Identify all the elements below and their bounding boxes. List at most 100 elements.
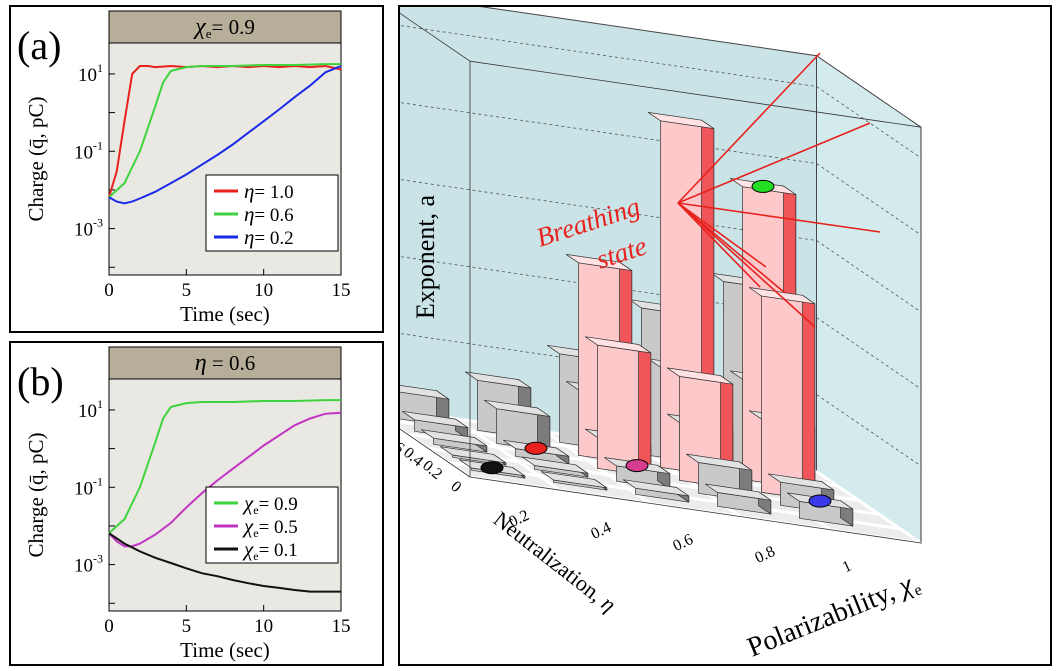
bar-top-28: [623, 479, 689, 497]
chart-title: η = 0.6: [195, 350, 256, 376]
marker-4: [480, 461, 504, 475]
bar-top-18: [667, 367, 733, 385]
bar-top-0: [400, 385, 449, 400]
x-tick-label: 10: [254, 280, 273, 301]
z-grid-line: [400, 179, 922, 313]
x-tick-label: 0: [104, 616, 114, 637]
y-tick-base: 10: [74, 478, 93, 499]
x-tick-label: 0.4: [588, 519, 613, 543]
y-tick-label: 0.6: [400, 431, 407, 457]
marker-2: [625, 459, 649, 473]
panel-label: (b): [17, 359, 64, 404]
y-tick-label: 101: [78, 61, 103, 86]
legend-symbol: η: [244, 202, 254, 226]
series-line-1: [108, 63, 341, 198]
y-tick-exponent: -1: [93, 474, 103, 488]
x-tick-label: 0.6: [670, 531, 695, 555]
y-tick-base: 10: [74, 220, 93, 241]
annotation-line: [677, 202, 786, 294]
annotation-line: [677, 202, 816, 328]
bar-top-24: [686, 453, 752, 471]
y-tick-label: 0.2: [419, 457, 445, 483]
panel-label: (a): [17, 23, 61, 68]
chart-c: (c)012345Exponent, a0.20.40.60.8100.20.4…: [400, 7, 925, 664]
x-axis-label: Time (sec): [180, 302, 270, 326]
y-tick-label: 101: [78, 397, 103, 422]
x-tick-label: 5: [182, 280, 192, 301]
legend-label-0: χe= 0.9: [242, 491, 298, 517]
bar-top-25: [768, 473, 834, 491]
panel-a: χe= 0.9 (a) 0 5 10 15 10-3 10-1 101 Time (sec) Cha…: [9, 5, 384, 333]
bar-top-5: [402, 410, 468, 428]
z-grid-line: [400, 102, 922, 236]
y-tick-label: 10-1: [74, 474, 103, 499]
legend-subscript: e: [253, 503, 258, 517]
y-tick-label: 10-1: [74, 138, 103, 163]
panel-c: (c)012345Exponent, a0.20.40.60.8100.20.4…: [398, 5, 1052, 666]
marker-1: [751, 179, 775, 193]
z-grid-line: [400, 333, 922, 467]
y-tick-exponent: -3: [93, 216, 103, 230]
x-axis-label: Polarizability, χe: [743, 566, 925, 664]
bar-top-22: [522, 456, 588, 474]
bar-top-6: [484, 399, 550, 417]
x-tick-label: 5: [182, 616, 192, 637]
x-axis-label-text: Polarizability,: [743, 574, 906, 664]
bar-top-21: [440, 446, 506, 464]
title-value: = 0.9: [212, 15, 255, 39]
z-axis-label: Exponent, a: [411, 194, 440, 319]
y-tick-base: 10: [74, 556, 93, 577]
series-line-0: [108, 399, 341, 534]
x-tick-label: 0: [104, 280, 114, 301]
legend-symbol: χ: [242, 537, 254, 561]
z-grid-line: [400, 25, 922, 159]
x-tick-label: 15: [332, 616, 351, 637]
legend-label-0: η= 1.0: [244, 179, 294, 203]
marker-0: [524, 441, 548, 455]
legend-subscript: e: [253, 526, 258, 540]
legend-symbol: χ: [242, 491, 254, 515]
bar-side-16: [638, 343, 652, 477]
legend-label-1: η= 0.6: [244, 202, 294, 226]
legend-symbol: χ: [242, 514, 254, 538]
annotation-line: [677, 202, 881, 233]
x-axis-label: Time (sec): [180, 638, 270, 662]
bar-top-10: [648, 112, 714, 129]
bar-top-8: [566, 254, 632, 271]
y-tick-exponent: 1: [97, 397, 103, 411]
y-tick-base: 10: [78, 401, 97, 422]
marker-3: [808, 494, 832, 508]
chart-title: χe= 0.9: [193, 14, 255, 41]
legend-label-2: χe= 0.1: [242, 537, 298, 563]
legend-value: = 0.9: [259, 494, 298, 515]
legend-value: = 1.0: [254, 182, 293, 203]
y-tick-exponent: -1: [93, 138, 103, 152]
title-symbol: χ: [193, 14, 207, 40]
box-edge: [469, 476, 922, 544]
panel-b: η = 0.6 (b) 0 5 10 15 10-3 10-1 101 Time (sec) Cha…: [9, 341, 384, 666]
y-axis-label: Charge (q̄, pC): [24, 96, 48, 221]
y-tick-label: 10-3: [74, 216, 103, 241]
series-line-2: [108, 532, 341, 593]
x-tick-label: 10: [254, 616, 273, 637]
floor-grid: [815, 470, 922, 545]
legend-label-2: η= 0.2: [244, 225, 294, 249]
legend-value: = 0.1: [259, 540, 298, 561]
title-symbol: η: [195, 350, 207, 376]
legend-value: = 0.5: [259, 517, 298, 538]
legend-label-1: χe= 0.5: [242, 514, 298, 540]
x-tick-label: 15: [332, 280, 351, 301]
x-tick-label: 0.8: [752, 543, 777, 567]
title-bar: [108, 346, 342, 380]
y-tick-exponent: -3: [93, 552, 103, 566]
box-edge: [400, 428, 471, 478]
y-tick-base: 10: [74, 142, 93, 163]
y-tick-exponent: 1: [97, 61, 103, 75]
side-wall: [816, 54, 922, 544]
bar-top-16: [585, 336, 651, 354]
title-subscript: e: [206, 26, 212, 41]
legend-subscript: e: [253, 549, 258, 563]
z-grid-line: [400, 256, 922, 390]
annotation-line: [677, 122, 871, 204]
